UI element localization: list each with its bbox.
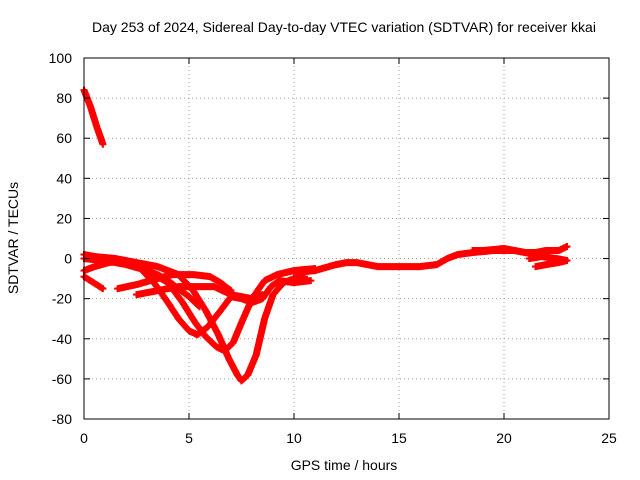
series-arc-j xyxy=(469,243,571,257)
series-arc-e xyxy=(114,271,235,295)
series-arc-d xyxy=(80,257,315,339)
series-arc-h xyxy=(122,257,203,311)
chart-title: Day 253 of 2024, Sidereal Day-to-day VTE… xyxy=(92,19,596,35)
y-tick-label: -60 xyxy=(52,371,72,387)
x-tick-label: 15 xyxy=(391,430,407,446)
x-tick-label: 25 xyxy=(601,430,617,446)
series-arc-g xyxy=(80,273,107,293)
grid-lines xyxy=(84,58,609,419)
y-tick-label: 100 xyxy=(49,50,73,66)
plot-frame xyxy=(83,57,610,420)
data-point xyxy=(563,243,571,251)
data-point xyxy=(99,285,107,293)
y-axis-label: SDTVAR / TECUs xyxy=(5,182,21,294)
y-tick-label: 80 xyxy=(56,90,72,106)
axis-ticks: 0 5 10 15 20 25 -80 -60 -40 -20 0 20 40 60 80 100 xyxy=(49,50,617,446)
y-tick-label: -20 xyxy=(52,291,72,307)
y-tick-label: 20 xyxy=(56,210,72,226)
x-tick-label: 20 xyxy=(496,430,512,446)
data-series xyxy=(80,86,571,385)
y-tick-label: 40 xyxy=(56,170,72,186)
data-point xyxy=(194,302,202,310)
y-tick-label: 60 xyxy=(56,130,72,146)
data-point xyxy=(307,277,315,285)
x-tick-label: 5 xyxy=(185,430,193,446)
x-tick-label: 0 xyxy=(80,430,88,446)
data-point xyxy=(563,257,571,265)
x-axis-label: GPS time / hours xyxy=(291,457,398,473)
data-point xyxy=(99,140,107,148)
data-point xyxy=(196,303,203,311)
series-arc-l xyxy=(525,253,571,265)
y-tick-label: -80 xyxy=(52,411,72,427)
data-point xyxy=(259,291,266,299)
y-tick-label: 0 xyxy=(64,251,72,267)
y-tick-label: -40 xyxy=(52,331,72,347)
x-tick-label: 10 xyxy=(286,430,302,446)
